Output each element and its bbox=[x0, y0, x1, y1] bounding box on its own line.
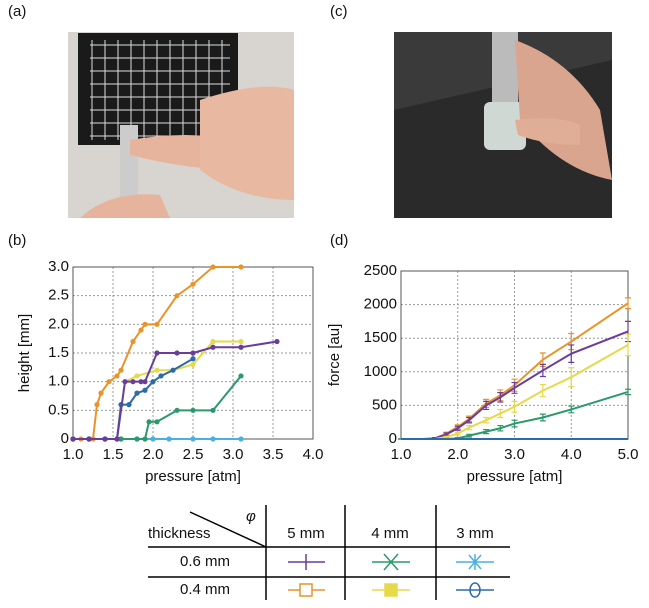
marker bbox=[210, 408, 215, 413]
error-bar bbox=[625, 298, 631, 309]
marker bbox=[210, 436, 215, 441]
x-tick-label: 1.0 bbox=[391, 446, 412, 463]
marker bbox=[134, 373, 139, 378]
y-tick-label: 2.5 bbox=[48, 287, 69, 304]
marker bbox=[190, 356, 195, 361]
x-tick-label: 5.0 bbox=[618, 446, 639, 463]
marker bbox=[190, 350, 195, 355]
marker bbox=[118, 368, 123, 373]
marker bbox=[170, 368, 175, 373]
marker bbox=[122, 379, 127, 384]
marker bbox=[102, 436, 107, 441]
marker bbox=[94, 402, 99, 407]
marker bbox=[142, 379, 147, 384]
legend-column: 3 mm bbox=[456, 525, 494, 542]
legend-row: 0.4 mm bbox=[180, 581, 230, 598]
y-tick-label: 500 bbox=[372, 396, 397, 413]
x-tick-label: 2.0 bbox=[447, 446, 468, 463]
marker bbox=[158, 373, 163, 378]
error-bar bbox=[625, 334, 631, 356]
y-tick-label: 1.5 bbox=[48, 344, 69, 361]
photo-c bbox=[394, 32, 612, 218]
marker bbox=[134, 436, 139, 441]
marker bbox=[142, 436, 147, 441]
y-tick-label: 2500 bbox=[364, 262, 397, 279]
panel-label: (c) bbox=[330, 3, 348, 20]
marker bbox=[154, 419, 159, 424]
x-axis-label: pressure [atm] bbox=[467, 468, 563, 485]
x-tick-label: 1.0 bbox=[63, 446, 84, 463]
figure: (a) (b) (c) (d) φ t bbox=[0, 0, 649, 603]
marker bbox=[210, 264, 215, 269]
y-tick-label: 1000 bbox=[364, 363, 397, 380]
marker bbox=[138, 327, 143, 332]
y-tick-label: 0 bbox=[389, 430, 397, 447]
x-tick-label: 3.5 bbox=[263, 446, 284, 463]
marker bbox=[142, 388, 147, 393]
panel-label: (b) bbox=[8, 232, 26, 249]
marker bbox=[130, 339, 135, 344]
marker bbox=[130, 379, 135, 384]
panel-label: (a) bbox=[8, 3, 26, 20]
marker bbox=[114, 373, 119, 378]
marker bbox=[146, 419, 151, 424]
series-line bbox=[73, 376, 241, 439]
marker bbox=[238, 264, 243, 269]
marker bbox=[86, 436, 91, 441]
marker bbox=[238, 436, 243, 441]
legend-row: 0.6 mm bbox=[180, 553, 230, 570]
y-axis-label: force [au] bbox=[326, 324, 343, 387]
x-tick-label: 4.0 bbox=[303, 446, 324, 463]
marker bbox=[150, 379, 155, 384]
x-tick-label: 4.0 bbox=[561, 446, 582, 463]
y-tick-label: 0.5 bbox=[48, 401, 69, 418]
photo-a bbox=[68, 32, 294, 218]
marker bbox=[238, 345, 243, 350]
marker bbox=[210, 345, 215, 350]
marker bbox=[106, 379, 111, 384]
marker bbox=[190, 436, 195, 441]
marker bbox=[154, 368, 159, 373]
marker bbox=[238, 339, 243, 344]
x-axis-label: pressure [atm] bbox=[145, 468, 241, 485]
marker bbox=[190, 362, 195, 367]
y-tick-label: 2.0 bbox=[48, 315, 69, 332]
legend-phi: φ bbox=[246, 508, 256, 525]
marker bbox=[126, 402, 131, 407]
marker bbox=[274, 339, 279, 344]
marker bbox=[114, 436, 119, 441]
marker bbox=[174, 293, 179, 298]
y-tick-label: 3.0 bbox=[48, 258, 69, 275]
y-axis-label: height [mm] bbox=[16, 314, 33, 392]
y-tick-label: 1.0 bbox=[48, 373, 69, 390]
marker bbox=[166, 436, 171, 441]
marker bbox=[142, 322, 147, 327]
x-tick-label: 3.0 bbox=[223, 446, 244, 463]
marker bbox=[134, 391, 139, 396]
x-tick-label: 2.5 bbox=[183, 446, 204, 463]
marker bbox=[150, 436, 155, 441]
y-tick-label: 1500 bbox=[364, 329, 397, 346]
marker bbox=[174, 350, 179, 355]
marker bbox=[174, 408, 179, 413]
marker bbox=[210, 339, 215, 344]
x-tick-label: 2.0 bbox=[143, 446, 164, 463]
legend-row-header: thickness bbox=[148, 525, 211, 542]
marker bbox=[190, 282, 195, 287]
marker bbox=[190, 408, 195, 413]
legend-column: 4 mm bbox=[371, 525, 409, 542]
marker bbox=[238, 373, 243, 378]
legend-column: 5 mm bbox=[287, 525, 325, 542]
marker bbox=[154, 350, 159, 355]
y-tick-label: 2000 bbox=[364, 296, 397, 313]
x-tick-label: 3.0 bbox=[504, 446, 525, 463]
panel-label: (d) bbox=[330, 232, 348, 249]
y-tick-label: 0 bbox=[61, 430, 69, 447]
marker bbox=[70, 436, 75, 441]
marker bbox=[98, 391, 103, 396]
x-tick-label: 1.5 bbox=[103, 446, 124, 463]
marker bbox=[154, 322, 159, 327]
